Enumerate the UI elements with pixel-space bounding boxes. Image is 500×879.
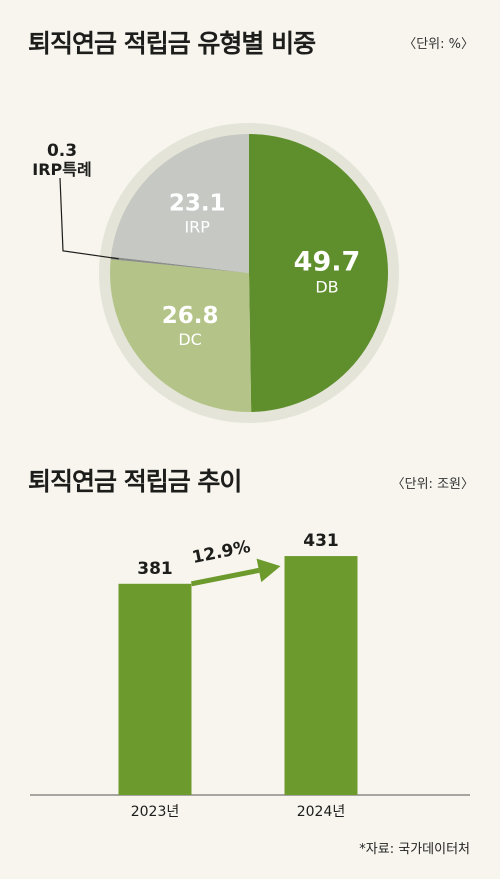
irp-value-label: 23.1 [169, 191, 226, 217]
pie-chart-title: 퇴직연금 적립금 유형별 비중 [28, 29, 316, 58]
bars [118, 556, 358, 795]
dc-name-label: DC [178, 330, 202, 349]
bar-chart-title: 퇴직연금 적립금 추이 [28, 467, 242, 496]
bar-2024 [284, 556, 358, 795]
x-tick-2023: 2023년 [131, 804, 180, 820]
bar-2023 [118, 583, 192, 795]
pie-slices [110, 134, 389, 412]
x-tick-2024: 2024년 [297, 804, 346, 820]
bar-value-2023: 381 [137, 559, 173, 579]
growth-rate-label: 12.9% [190, 537, 252, 568]
growth-arrow-head [256, 558, 281, 583]
pie-chart: 49.7 DB 26.8 DC 23.1 IRP 0.3 IRP특례 [32, 123, 399, 423]
bar-chart: 381 431 2023년 2024년 12.9% [30, 531, 470, 820]
bar-value-2024: 431 [303, 531, 339, 551]
pie-slice-db [249, 134, 389, 412]
pie-slice-dc [110, 259, 252, 412]
pie-slice-irp-special [110, 256, 249, 273]
bar-unit-label: 〈단위: 조원〉 [391, 477, 474, 492]
growth-arrow [191, 567, 260, 587]
pie-unit-label: 〈단위: %〉 [403, 37, 474, 52]
irp-special-name-label: IRP특례 [32, 160, 91, 179]
source-note: *자료: 국가데이터처 [359, 842, 470, 857]
irp-special-value-label: 0.3 [47, 141, 77, 161]
irp-special-leader-line [59, 177, 119, 260]
db-name-label: DB [315, 277, 338, 296]
dc-value-label: 26.8 [162, 303, 219, 329]
irp-name-label: IRP [184, 218, 210, 237]
db-value-label: 49.7 [294, 246, 361, 277]
pie-slice-irp [110, 134, 249, 273]
